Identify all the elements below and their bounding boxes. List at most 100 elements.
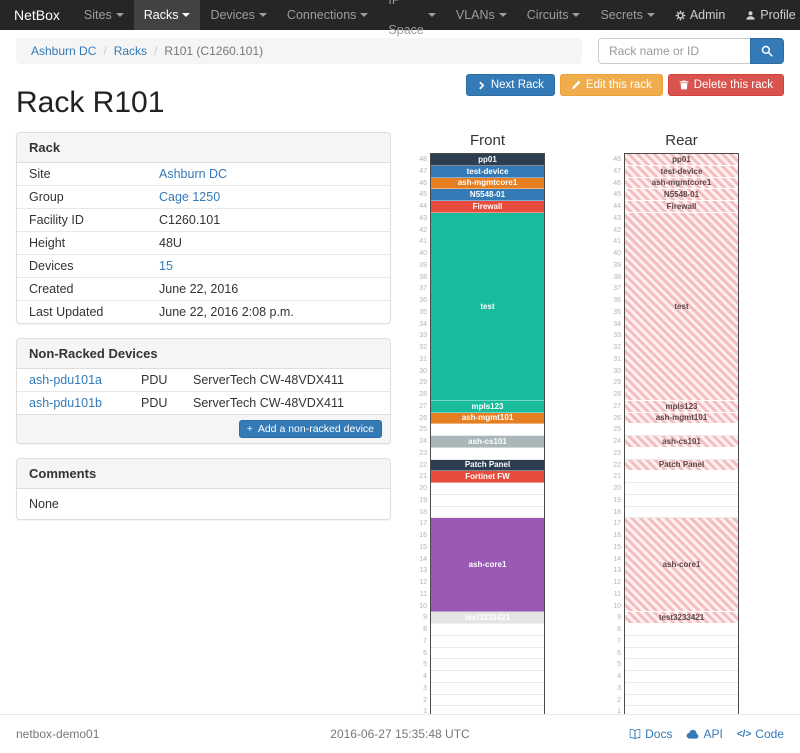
chevron-right-icon [479, 81, 485, 89]
nav-secrets[interactable]: Secrets [590, 0, 664, 30]
unit-number: 21 [613, 473, 621, 481]
empty-unit [431, 636, 544, 648]
table-row: Facility ID C1260.101 [17, 208, 390, 232]
unit-number: 29 [613, 379, 621, 387]
unit-number: 5 [423, 661, 427, 669]
docs-link[interactable]: Docs [629, 727, 672, 741]
unit-number: 36 [419, 297, 427, 304]
nav-circuits[interactable]: Circuits [517, 0, 591, 30]
rack-rear: Rear 48 47 46 45 44 43 42 41 40 39 38 37 36 35 34 33 32 3… [607, 132, 739, 719]
breadcrumb-racks-link[interactable]: Racks [113, 44, 148, 58]
unit-number: 27 [613, 402, 621, 410]
nonracked-panel: Non-Racked Devices ash-pdu101a PDU Serve… [16, 338, 391, 444]
nav-circuits-label: Circuits [526, 8, 569, 22]
nav-vlans[interactable]: VLANs [446, 0, 517, 30]
nav-admin[interactable]: Admin [665, 0, 735, 30]
next-rack-button[interactable]: Next Rack [465, 74, 555, 96]
rack-device-front[interactable]: Fortinet FW [431, 471, 544, 483]
rack-device-front[interactable]: ash-mgmt101 [431, 412, 544, 425]
chevron-down-icon [258, 13, 267, 17]
rack-device-front[interactable]: ash-cs101 [431, 436, 544, 448]
site-link[interactable]: Ashburn DC [159, 167, 228, 181]
search-button[interactable] [750, 38, 784, 64]
nonracked-table: ash-pdu101a PDU ServerTech CW-48VDX411 a… [17, 369, 390, 414]
empty-unit [431, 424, 544, 436]
rack-device-rear[interactable]: Firewall [625, 201, 738, 213]
unit-number: 42 [613, 226, 621, 234]
table-row: Created June 22, 2016 [17, 277, 390, 301]
rack-device-front[interactable]: mpls123 [431, 400, 544, 413]
unit-number: 38 [613, 273, 621, 281]
unit-number: 37 [613, 285, 621, 293]
rack-device-front[interactable]: Firewall [431, 201, 544, 213]
unit-number: 46 [613, 179, 621, 187]
rack-device-front[interactable]: ash-core1 [431, 518, 544, 613]
rack-device-rear[interactable]: test3233421 [625, 612, 738, 624]
unit-number: 25 [419, 426, 427, 434]
rack-device-rear[interactable]: ash-core1 [625, 518, 738, 613]
nav-devices[interactable]: Devices [200, 0, 276, 30]
rack-device-front[interactable]: test [431, 212, 544, 401]
edit-rack-button[interactable]: Edit this rack [559, 74, 663, 96]
rack-device-front[interactable]: pp01 [431, 154, 544, 166]
unit-number: 34 [613, 320, 621, 328]
top-navbar: NetBox Sites Racks Devices Connections I… [0, 0, 800, 37]
rack-device-front[interactable]: test3233421 [431, 612, 544, 624]
unit-number: 23 [613, 449, 621, 457]
nav-sites[interactable]: Sites [74, 0, 134, 30]
add-nonracked-device-button[interactable]: + Add a non-racked device [238, 420, 382, 438]
unit-number: 27 [419, 402, 427, 410]
rack-device-rear[interactable]: Patch Panel [625, 459, 738, 472]
rack-device-rear[interactable]: ash-mgmt101 [625, 412, 738, 425]
breadcrumb: Ashburn DC / Racks / R101 (C1260.101) [16, 38, 582, 64]
main-menu: Sites Racks Devices Connections IP Space… [74, 0, 665, 37]
unit-number: 30 [613, 367, 621, 375]
empty-unit [431, 695, 544, 707]
rack-device-front[interactable]: Patch Panel [431, 459, 544, 472]
group-link[interactable]: Cage 1250 [159, 190, 221, 204]
rack-device-rear[interactable]: ash-mgmtcore1 [625, 177, 738, 190]
user-icon [746, 10, 755, 20]
unit-number: 1 [423, 708, 427, 716]
nav-racks[interactable]: Racks [133, 0, 201, 30]
code-icon: </> [736, 728, 752, 740]
device-type: ServerTech CW-48VDX411 [193, 373, 344, 387]
rack-device-front[interactable]: ash-mgmtcore1 [431, 177, 544, 190]
unit-number: 24 [419, 438, 427, 445]
device-link[interactable]: ash-pdu101a [29, 373, 102, 387]
rack-device-front[interactable]: N5548-01 [431, 189, 544, 201]
nav-profile-label: Profile [760, 8, 796, 22]
action-buttons: Next Rack Edit this rack Delete this rac… [465, 74, 784, 96]
code-link[interactable]: </> Code [737, 727, 784, 741]
chevron-down-icon [572, 13, 581, 17]
nav-connections[interactable]: Connections [277, 0, 379, 30]
rack-device-rear[interactable]: pp01 [625, 154, 738, 166]
empty-unit [625, 683, 738, 695]
unit-number: 46 [419, 179, 427, 187]
rack-device-rear[interactable]: mpls123 [625, 400, 738, 413]
breadcrumb-site-link[interactable]: Ashburn DC [31, 44, 97, 58]
nav-ip-space[interactable]: IP Space [378, 0, 445, 37]
unit-number: 18 [419, 508, 427, 516]
unit-number: 38 [419, 273, 427, 281]
chevron-down-icon [646, 13, 655, 17]
rack-device-rear[interactable]: test [625, 212, 738, 401]
devices-count-link[interactable]: 15 [159, 259, 173, 273]
empty-unit [625, 424, 738, 436]
app-brand[interactable]: NetBox [14, 7, 60, 23]
device-link[interactable]: ash-pdu101b [29, 396, 102, 410]
nav-profile[interactable]: Profile [735, 0, 800, 30]
unit-number: 26 [419, 414, 427, 422]
search-input[interactable] [598, 38, 750, 64]
rack-device-front[interactable]: test-device [431, 165, 544, 178]
comments-panel-title: Comments [17, 459, 390, 489]
rack-device-rear[interactable]: ash-cs101 [625, 436, 738, 448]
api-link[interactable]: API [686, 727, 723, 741]
delete-rack-button[interactable]: Delete this rack [667, 74, 784, 96]
empty-unit [625, 448, 738, 460]
unit-number: 19 [613, 496, 621, 504]
rack-device-rear[interactable]: N5548-01 [625, 189, 738, 201]
unit-number: 2 [423, 696, 427, 704]
unit-number: 4 [423, 673, 427, 680]
rack-device-rear[interactable]: test-device [625, 165, 738, 178]
